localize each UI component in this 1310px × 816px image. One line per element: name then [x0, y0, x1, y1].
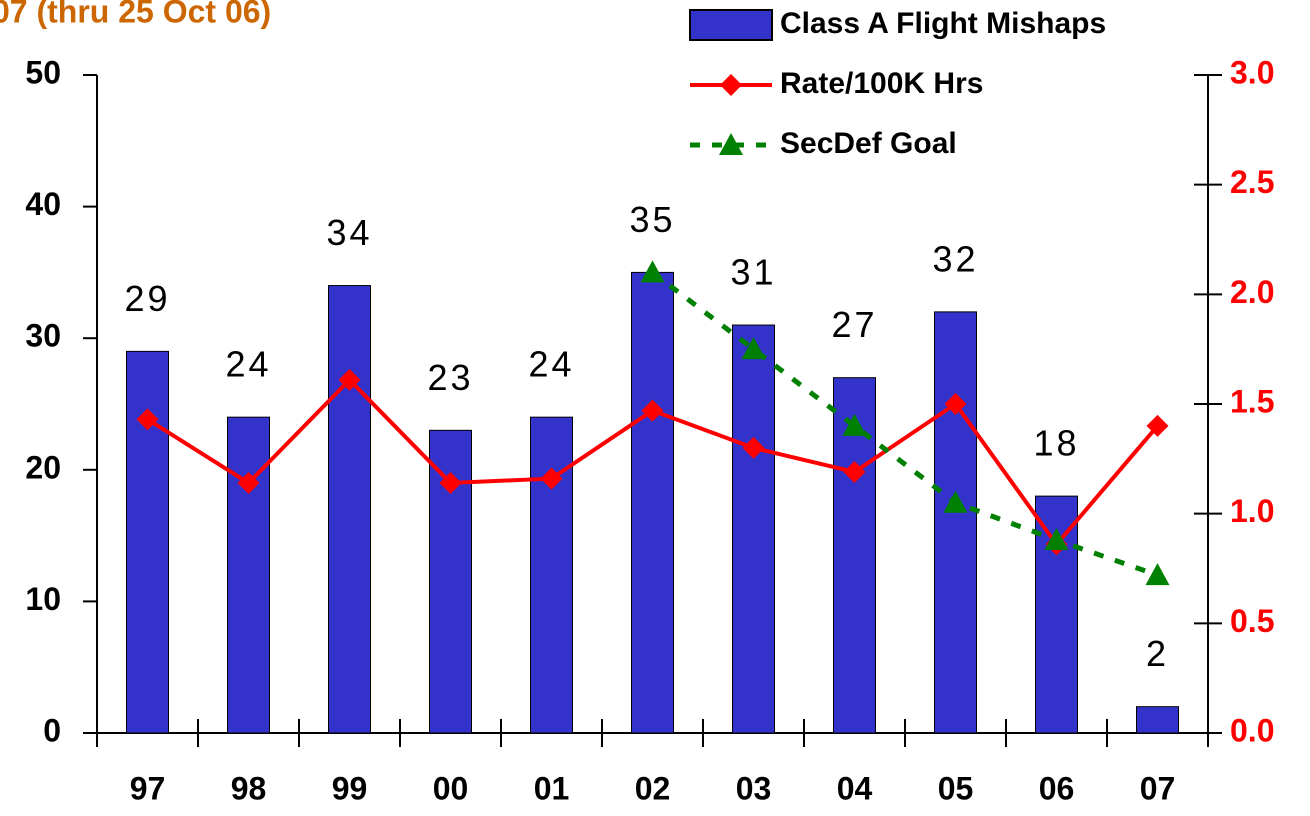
point-marker: [944, 393, 967, 415]
series-line: [650, 270, 1159, 578]
point-marker: [1146, 414, 1169, 437]
y-tick-label: 40: [25, 186, 61, 222]
y-tick-label: 10: [25, 581, 61, 617]
point-marker: [1145, 563, 1170, 586]
y2-tick-label: 2.0: [1230, 274, 1274, 310]
y2-tick-label: 0.0: [1230, 712, 1274, 748]
bar: [732, 324, 775, 734]
bar-value-label: 2: [1146, 633, 1169, 674]
bar: [227, 416, 270, 734]
legend-marker: [720, 74, 742, 96]
y-tick-label: 0: [43, 712, 61, 748]
point-marker: [640, 260, 665, 283]
bar-value-label: 29: [124, 278, 170, 319]
x-tick-label: 04: [837, 770, 873, 806]
x-tick-label: 03: [736, 770, 772, 806]
x-tick-label: 99: [332, 770, 368, 806]
legend-swatch: [689, 9, 773, 41]
bar: [631, 271, 674, 734]
legend-label: Class A Flight Mishaps: [780, 7, 1106, 40]
point-marker: [439, 471, 462, 494]
x-tick-label: 01: [534, 770, 570, 806]
bar-value-label: 27: [831, 304, 877, 345]
bar: [530, 416, 573, 734]
point-marker: [338, 368, 361, 391]
point-marker: [741, 337, 766, 360]
x-tick-label: 00: [433, 770, 469, 806]
bar-value-label: 32: [932, 238, 978, 279]
point-marker: [843, 460, 866, 483]
legend-label: SecDef Goal: [780, 127, 957, 160]
x-tick-label: 98: [231, 770, 267, 806]
y2-tick-label: 0.5: [1230, 603, 1274, 639]
bar-value-label: 18: [1033, 423, 1079, 464]
y-tick-label: 50: [25, 54, 61, 90]
bar-value-label: 24: [225, 344, 271, 385]
x-tick-label: 07: [1140, 770, 1176, 806]
y2-tick-label: 1.0: [1230, 493, 1274, 529]
point-marker: [1044, 527, 1069, 550]
y2-tick-label: 1.5: [1230, 383, 1274, 419]
y-tick-label: 20: [25, 449, 61, 485]
bar: [1136, 706, 1179, 734]
bar-value-label: 23: [427, 357, 473, 398]
x-tick-label: 02: [635, 770, 671, 806]
bar-value-label: 34: [326, 212, 372, 253]
bar: [934, 311, 977, 734]
bar-value-label: 35: [629, 199, 675, 240]
bar: [328, 285, 371, 734]
point-marker: [237, 471, 260, 494]
point-marker: [641, 399, 664, 422]
legend-label: Rate/100K Hrs: [780, 67, 983, 100]
x-tick-label: 97: [130, 770, 166, 806]
x-tick-label: 05: [938, 770, 974, 806]
point-marker: [943, 490, 968, 513]
legend-marker: [719, 133, 743, 155]
y-tick-label: 30: [25, 318, 61, 354]
chart-title: 07 (thru 25 Oct 06): [0, 0, 271, 29]
point-marker: [842, 413, 867, 436]
bar-value-label: 24: [528, 344, 574, 385]
point-marker: [136, 408, 159, 431]
point-marker: [742, 436, 765, 459]
bar-value-label: 31: [730, 252, 776, 293]
point-marker: [540, 467, 563, 490]
y2-tick-label: 2.5: [1230, 164, 1274, 200]
y2-tick-label: 3.0: [1230, 54, 1274, 90]
x-tick-label: 06: [1039, 770, 1075, 806]
